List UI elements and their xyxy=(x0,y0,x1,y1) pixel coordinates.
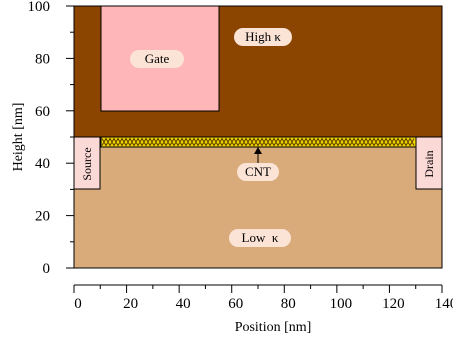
x-axis-ticks: 0 20 40 60 80 100 120 140 xyxy=(73,285,453,312)
low-k-label: Low κ xyxy=(242,230,279,245)
cnt-zigzag xyxy=(101,137,415,147)
x-tick-label: 60 xyxy=(228,296,243,312)
y-tick-label: 20 xyxy=(35,209,50,225)
x-tick-label: 120 xyxy=(382,296,405,312)
y-tick-label: 0 xyxy=(43,261,51,277)
high-k-label: High κ xyxy=(245,29,281,44)
cnt-label-bg xyxy=(237,163,279,181)
y-tick-label: 80 xyxy=(35,51,50,67)
x-tick-label: 0 xyxy=(74,296,82,312)
cnt-arrow-head xyxy=(254,147,262,154)
y-axis-ticks: 0 20 40 60 80 100 xyxy=(28,0,74,277)
x-tick-label: 40 xyxy=(176,296,191,312)
source-label: Source xyxy=(80,147,94,180)
y-tick-label: 60 xyxy=(35,104,50,120)
y-tick-label: 100 xyxy=(28,0,51,15)
high-k-label-bg xyxy=(234,28,292,46)
x-tick-label: 100 xyxy=(330,296,353,312)
drain-label: Drain xyxy=(422,150,436,177)
y-tick-label: 40 xyxy=(35,156,50,172)
x-tick-label: 80 xyxy=(281,296,296,312)
x-tick-label: 20 xyxy=(123,296,138,312)
gate-region xyxy=(100,5,220,112)
y-axis-title: Height [nm] xyxy=(11,103,26,172)
cnt-label: CNT xyxy=(245,164,271,179)
low-k-label-bg xyxy=(229,229,291,247)
gate-label: Gate xyxy=(145,51,170,66)
gate-label-bg xyxy=(130,50,184,68)
x-tick-label: 140 xyxy=(435,296,453,312)
x-axis-title: Position [nm] xyxy=(235,320,312,335)
